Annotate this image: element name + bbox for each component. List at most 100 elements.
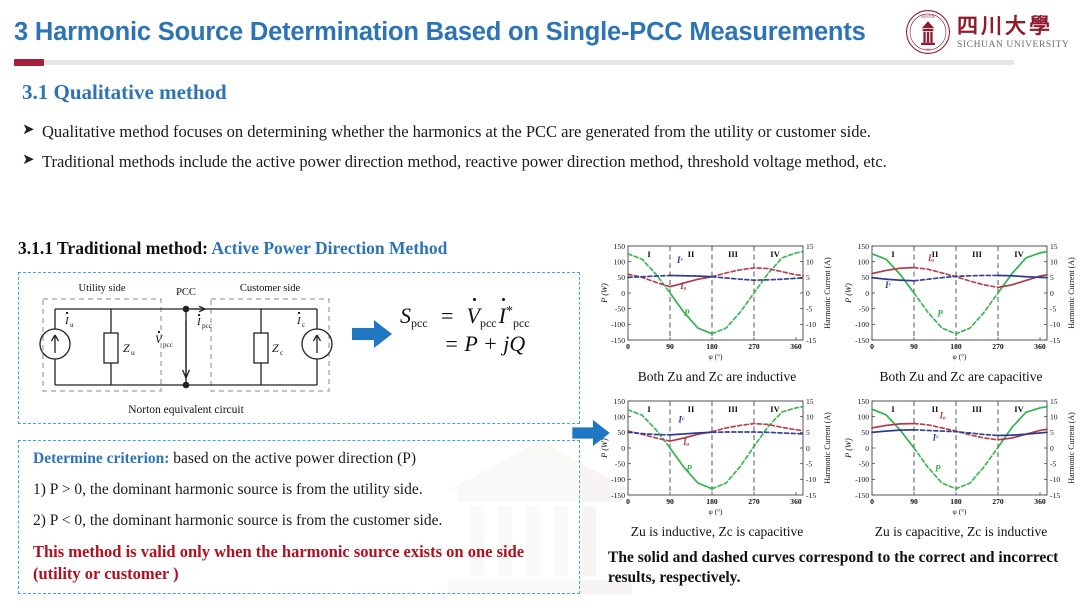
svg-text:P: P [935, 463, 941, 473]
svg-text:-5: -5 [806, 305, 813, 314]
svg-text:P: P [686, 463, 692, 473]
subsection-number: 3.1.1 Traditional method: [18, 238, 208, 258]
svg-text:-5: -5 [1050, 460, 1057, 469]
svg-text:u: u [131, 348, 135, 357]
equation-line2: = P + jQ [444, 331, 526, 356]
svg-text:-15: -15 [1050, 336, 1060, 345]
svg-text:0: 0 [806, 289, 810, 298]
svg-text:P (W): P (W) [844, 283, 853, 304]
criterion-warning: This method is valid only when the harmo… [33, 542, 525, 583]
criterion-item-2: 2) P < 0, the dominant harmonic source i… [33, 512, 443, 529]
svg-text:0: 0 [870, 342, 874, 351]
chart-top-left: I II III IV 150 100 50 0 -50 -100 -150 15 10 5 0 -5 -10-… [598, 236, 836, 384]
svg-text:100: 100 [858, 413, 870, 422]
svg-text:I: I [891, 404, 895, 414]
criterion-item-1: 1) P > 0, the dominant harmonic source i… [33, 481, 423, 498]
svg-text:I: I [647, 404, 651, 414]
svg-text:90: 90 [910, 497, 918, 506]
svg-text:50: 50 [617, 273, 625, 282]
svg-text:-5: -5 [806, 460, 813, 469]
svg-text:IV: IV [770, 249, 780, 259]
criterion-box: Determine criterion: based on the active… [18, 440, 580, 594]
svg-text:III: III [972, 249, 983, 259]
svg-text:15: 15 [1050, 242, 1058, 251]
university-seal-icon: 四川大學 1896 [905, 9, 951, 55]
svg-text:0: 0 [621, 444, 625, 453]
svg-text:0: 0 [806, 444, 810, 453]
svg-text:-10: -10 [806, 475, 816, 484]
chart-top-right: I II III IV 150 100 50 0 -50 -100 -150 15 10 5 0 -5 -10-… [842, 236, 1080, 384]
svg-text:180: 180 [950, 342, 962, 351]
chart-grid: I II III IV 150 100 50 0 -50 -100 -150 15 10 5 0 -5 -10-… [598, 236, 1080, 539]
svg-text:Z: Z [272, 341, 279, 355]
svg-text:IV: IV [1014, 249, 1024, 259]
svg-text:0: 0 [1050, 289, 1054, 298]
svg-text:II: II [688, 404, 695, 414]
equation-i: I [498, 298, 506, 328]
svg-text:φ (°): φ (°) [709, 352, 724, 361]
criterion-label: Determine criterion: [33, 450, 170, 467]
svg-text:-50: -50 [859, 460, 869, 469]
right-arrow-icon [352, 320, 392, 348]
bullet-text: Qualitative method focuses on determinin… [42, 122, 871, 141]
circuit-diagram-box: Utility side Customer side PCC I u I c Z… [18, 272, 580, 424]
svg-text:Iₒ: Iₒ [939, 411, 947, 421]
svg-text:15: 15 [1050, 397, 1058, 406]
svg-text:Iᶜ: Iᶜ [932, 432, 940, 442]
chart-caption-bottom-right: Zu is capacitive, Zc is inductive [874, 524, 1048, 539]
right-arrow-icon-2 [572, 419, 610, 447]
svg-text:100: 100 [614, 258, 626, 267]
svg-text:P (W): P (W) [844, 438, 853, 459]
svg-text:1896: 1896 [925, 48, 931, 51]
svg-text:-100: -100 [855, 475, 869, 484]
university-logo: 四川大學 1896 四川大學 SICHUAN UNIVERSITY [905, 8, 1075, 60]
svg-text:-10: -10 [806, 320, 816, 329]
svg-text:50: 50 [617, 428, 625, 437]
svg-text:-5: -5 [1050, 305, 1057, 314]
svg-text:180: 180 [706, 497, 718, 506]
svg-text:Utility side: Utility side [79, 283, 126, 294]
svg-text:pcc: pcc [163, 341, 173, 349]
svg-text:-150: -150 [611, 491, 625, 500]
equation-lhs-sub: pcc [411, 316, 428, 330]
svg-text:150: 150 [614, 397, 626, 406]
svg-text:P: P [684, 308, 690, 318]
svg-text:Z: Z [123, 341, 130, 355]
svg-text:III: III [728, 249, 739, 259]
svg-text:0: 0 [626, 497, 630, 506]
svg-text:15: 15 [806, 397, 814, 406]
svg-text:c: c [280, 348, 284, 357]
svg-text:360: 360 [790, 342, 802, 351]
svg-text:PCC: PCC [176, 287, 196, 298]
subsection-heading: 3.1.1 Traditional method: Active Power D… [18, 238, 447, 259]
svg-text:-10: -10 [1050, 320, 1060, 329]
svg-text:Norton equivalent circuit: Norton equivalent circuit [128, 404, 244, 416]
svg-text:P: P [937, 308, 943, 318]
svg-text:10: 10 [1050, 413, 1058, 422]
equation-v-sub: pcc [479, 316, 497, 330]
svg-text:15: 15 [806, 242, 814, 251]
svg-text:P (W): P (W) [600, 283, 609, 304]
bullet-list: ➤ Qualitative method focuses on determin… [22, 120, 1062, 181]
svg-text:-100: -100 [611, 475, 625, 484]
svg-text:-150: -150 [855, 491, 869, 500]
svg-text:0: 0 [626, 342, 630, 351]
svg-text:II: II [932, 404, 939, 414]
svg-text:P (W): P (W) [600, 438, 609, 459]
equals-sign: = [439, 303, 455, 328]
chart-caption-top-right: Both Zu and Zc are capacitive [879, 369, 1043, 384]
svg-text:270: 270 [748, 342, 760, 351]
svg-text:180: 180 [950, 497, 962, 506]
svg-text:-150: -150 [611, 336, 625, 345]
svg-text:0: 0 [865, 444, 869, 453]
svg-text:III: III [972, 404, 983, 414]
svg-text:50: 50 [861, 428, 869, 437]
svg-text:pcc: pcc [202, 322, 212, 330]
svg-text:150: 150 [858, 397, 870, 406]
svg-text:Iᶜ: Iᶜ [677, 414, 685, 424]
figure-note: The solid and dashed curves correspond t… [608, 549, 1059, 587]
svg-text:-100: -100 [855, 320, 869, 329]
title-divider [14, 60, 1014, 65]
svg-text:360: 360 [1034, 497, 1046, 506]
svg-text:50: 50 [861, 273, 869, 282]
